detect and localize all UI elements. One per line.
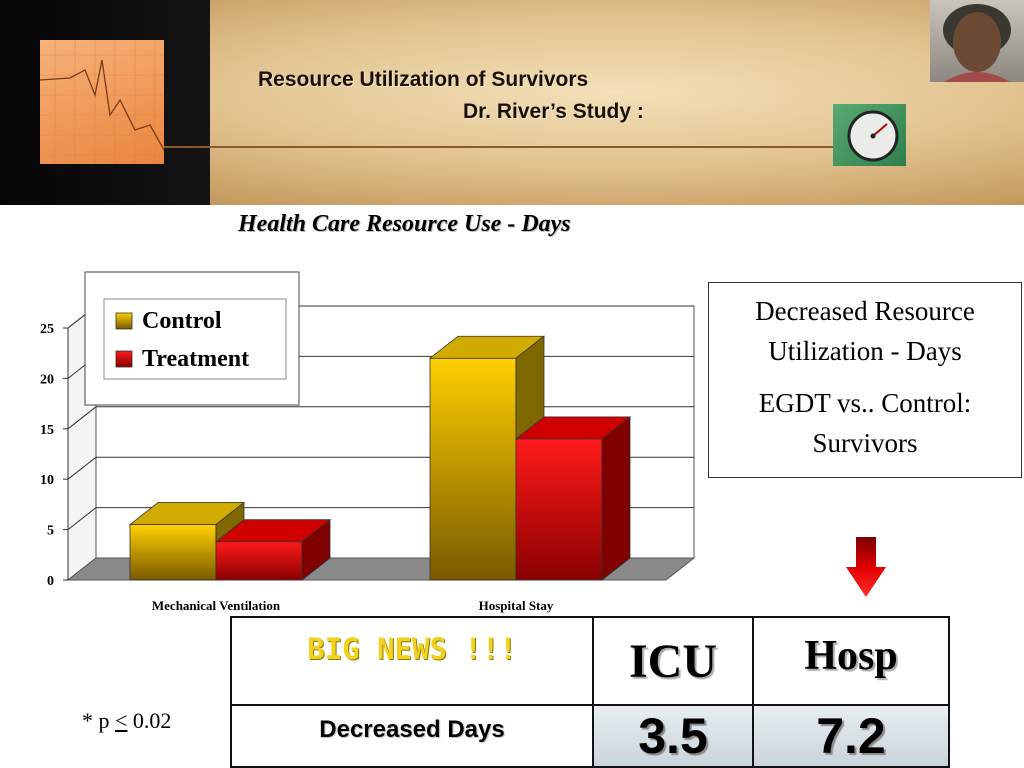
legend-swatch <box>115 312 133 330</box>
p-value-note: * p < 0.02 <box>82 708 171 734</box>
hosp-value-cell: 7.2 <box>752 704 950 768</box>
bar-side <box>601 416 631 581</box>
bar-front <box>129 524 217 581</box>
table-row: Decreased Days 3.5 7.2 <box>230 704 950 768</box>
bar <box>214 518 332 581</box>
y-tick-label: 10 <box>40 473 54 488</box>
less-equal-symbol: < <box>115 708 128 733</box>
x-category-label: Hospital Stay <box>479 598 554 613</box>
bar-front <box>429 357 517 581</box>
y-tick-label: 5 <box>47 524 54 539</box>
portrait-photo <box>930 0 1024 82</box>
summary-line-1: Decreased Resource Utilization - Days <box>755 296 975 366</box>
header-divider-line <box>164 146 836 148</box>
bar <box>514 416 632 581</box>
x-category-label: Mechanical Ventilation <box>152 598 281 613</box>
slide-title: Resource Utilization of Survivors <box>258 68 589 91</box>
hosp-header-cell: Hosp <box>752 616 950 706</box>
slide-header: Resource Utilization of Survivors Dr. Ri… <box>0 0 1024 205</box>
big-news-table: BIG NEWS !!! ICU Hosp Decreased Days 3.5… <box>230 616 950 768</box>
summary-line-2: EGDT vs.. Control: Survivors <box>758 388 972 458</box>
chart-title: Health Care Resource Use - Days <box>238 211 571 237</box>
y-tick-label: 25 <box>40 322 54 337</box>
bar-side <box>301 518 331 581</box>
p-value-prefix: * p <box>82 708 115 733</box>
down-arrow-icon <box>846 537 886 597</box>
y-tick-label: 15 <box>40 423 54 438</box>
icu-header-cell: ICU <box>592 616 754 706</box>
legend-inner-box <box>103 298 287 380</box>
table-header-row: BIG NEWS !!! ICU Hosp <box>230 616 950 706</box>
legend-label: Treatment <box>142 346 249 372</box>
big-news-cell: BIG NEWS !!! <box>230 616 594 706</box>
ecg-strip-image <box>40 40 164 164</box>
y-tick-label: 0 <box>47 574 54 589</box>
bar-chart: 0 5 10 15 20 25 Mechanical Ventilation Hospita… <box>40 271 696 613</box>
bar-front <box>515 438 603 581</box>
summary-text-box: Decreased Resource Utilization - Days EG… <box>708 282 1022 478</box>
blood-pressure-gauge-photo <box>833 104 906 166</box>
icu-value-cell: 3.5 <box>592 704 754 768</box>
slide-subtitle: Dr. River’s Study : <box>463 100 644 123</box>
legend-label: Control <box>142 308 222 334</box>
y-tick-label: 20 <box>40 372 54 387</box>
legend-swatch <box>115 350 133 368</box>
bar-front <box>215 541 303 581</box>
p-value-number: 0.02 <box>127 708 172 733</box>
decreased-days-label: Decreased Days <box>230 704 594 768</box>
